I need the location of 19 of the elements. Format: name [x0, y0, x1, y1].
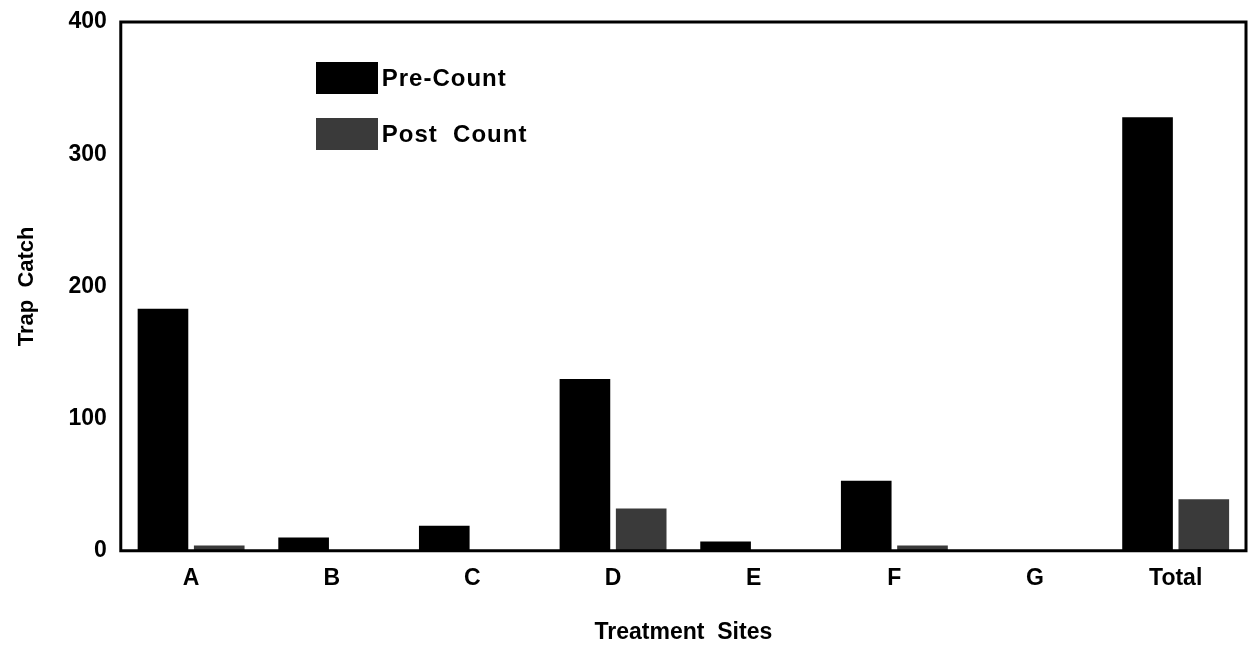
y-tick-label: 300	[68, 139, 107, 166]
y-tick-label: 200	[68, 271, 107, 298]
legend-label: Post Count	[381, 120, 528, 148]
y-axis-title: Trap Catch	[13, 226, 39, 347]
y-tick-label: 100	[68, 403, 107, 430]
x-tick-label: C	[464, 563, 481, 590]
x-tick-label: E	[746, 563, 762, 590]
x-tick-label: G	[1026, 563, 1044, 590]
x-tick-label: F	[887, 563, 902, 590]
x-axis-title: Treatment Sites	[594, 617, 773, 644]
x-tick-label: D	[604, 563, 622, 590]
x-tick-label: A	[182, 563, 200, 590]
y-tick-label: 0	[93, 536, 107, 563]
x-tick-label: B	[323, 563, 341, 590]
y-tick-label: 400	[68, 7, 107, 34]
bar	[615, 508, 667, 551]
x-tick-label: Total	[1149, 563, 1203, 590]
bar	[1178, 499, 1230, 551]
legend-label: Pre-Count	[381, 64, 507, 92]
